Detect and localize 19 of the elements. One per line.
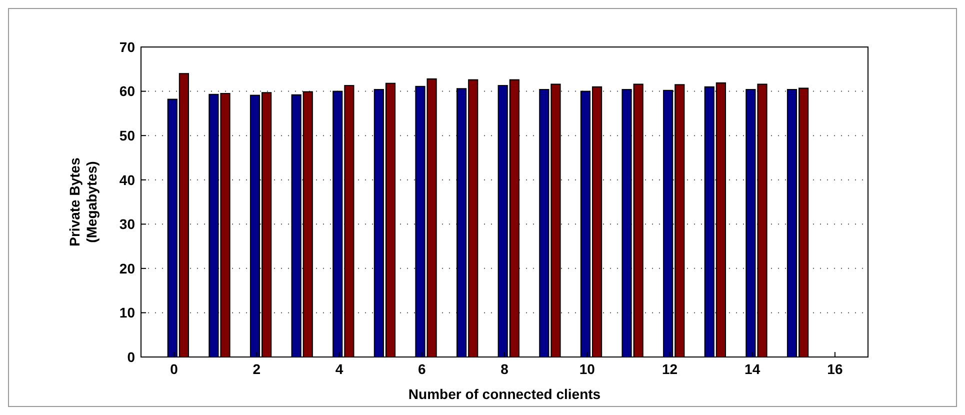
x-tick-label: 2 [252, 361, 261, 377]
y-tick-label: 10 [119, 304, 136, 321]
x-tick-label: 4 [335, 361, 344, 377]
y-tick-label: 30 [119, 216, 136, 232]
x-tick-label: 12 [662, 361, 678, 377]
x-axis-title: Number of connected clients [408, 386, 601, 402]
y-tick-label: 20 [119, 260, 136, 276]
y-tick-label: 0 [127, 348, 136, 365]
x-tick-label: 8 [500, 361, 509, 377]
x-tick-label: 14 [744, 361, 760, 377]
y-tick-label: 40 [119, 172, 136, 188]
x-tick-label: 6 [418, 361, 426, 377]
x-tick-label: 16 [827, 361, 843, 377]
y-tick-label: 70 [119, 38, 136, 55]
y-tick-label: 50 [119, 127, 136, 144]
x-tick-label: 10 [579, 361, 596, 377]
y-axis-title: Private Bytes (Megabytes) [66, 157, 100, 246]
x-tick-label: 0 [170, 361, 178, 377]
y-tick-label: 60 [119, 83, 136, 100]
